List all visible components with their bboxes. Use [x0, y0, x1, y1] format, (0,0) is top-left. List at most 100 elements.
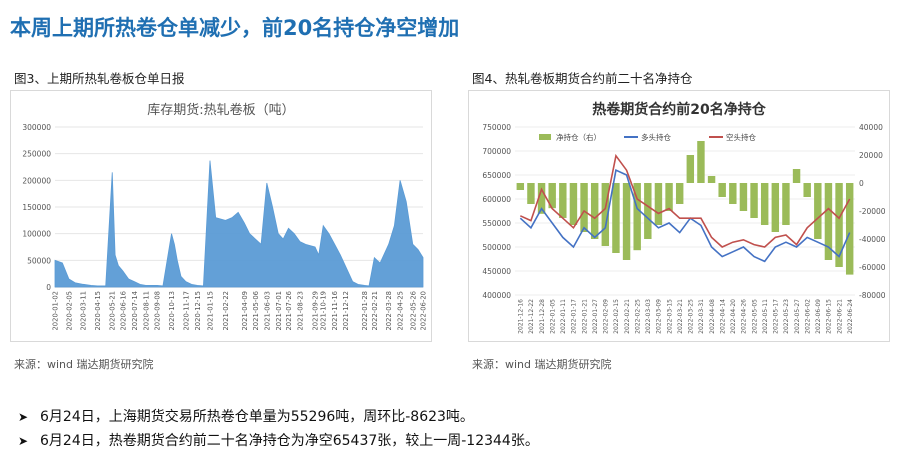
- legend-label: 净持仓（右）: [556, 132, 601, 142]
- y-right-tick-label: 20000: [859, 151, 883, 160]
- y-tick-label: 50000: [27, 256, 51, 265]
- x-tick-label: 2020-11-17: [182, 291, 190, 331]
- y-tick-label: 0: [46, 283, 51, 292]
- x-tick-label: 2022-06-20: [420, 291, 428, 331]
- x-tick-label: 2022-04-26: [741, 299, 748, 334]
- net-position-bar: [845, 183, 854, 275]
- y-right-tick-label: -80000: [859, 291, 886, 300]
- net-position-bar: [771, 183, 780, 232]
- x-tick-label: 2021-04-09: [241, 291, 249, 331]
- net-position-bar: [686, 155, 695, 183]
- x-tick-label: 2022-01-21: [581, 299, 588, 334]
- x-tick-label: 2022-06-24: [847, 299, 854, 334]
- x-tick-label: 2020-08-11: [142, 291, 150, 331]
- x-tick-label: 2020-07-14: [131, 291, 139, 331]
- figure3-chart: 0 50000 100000 150000 200000 250000 300000 2020…: [22, 123, 428, 331]
- figure4-chart: 4000004500005000005500006000006500007000…: [482, 123, 886, 334]
- bullet-item: ➤ 6月24日，上海期货交易所热卷仓单量为55296吨，周环比-8623吨。: [18, 405, 539, 429]
- x-tick-label: 2021-12-16: [518, 299, 525, 334]
- net-position-bar: [612, 183, 620, 253]
- y-left-tick-label: 700000: [482, 147, 511, 156]
- figure4-source: 来源：wind 瑞达期货研究院: [472, 358, 612, 371]
- x-tick-label: 2021-06-03: [263, 291, 271, 331]
- y-left-tick-label: 600000: [482, 195, 511, 204]
- arrow-bullet-icon: ➤: [18, 434, 29, 448]
- x-tick-label: 2022-06-02: [804, 299, 811, 334]
- net-position-bar: [824, 183, 833, 260]
- figure3-caption: 图3、上期所热轧卷板仓单日报: [14, 71, 185, 86]
- short-position-line: [519, 153, 851, 248]
- legend-label: 空头持仓: [726, 132, 756, 142]
- x-tick-label: 2022-03-03: [645, 299, 652, 334]
- x-tick-label: 2022-05-23: [783, 299, 790, 334]
- y-left-tick-label: 400000: [482, 291, 511, 300]
- x-tick-label: 2020-05-21: [109, 291, 117, 331]
- y-left-tick-label: 750000: [482, 123, 511, 132]
- x-tick-label: 2022-02-21: [624, 299, 631, 334]
- x-tick-label: 2021-12-28: [539, 299, 546, 334]
- net-position-bar: [569, 183, 578, 225]
- bullet-item: ➤ 6月24日，热卷期货合约前二十名净持仓为净空65437张，较上一周-1234…: [18, 429, 539, 453]
- slide-title: 本周上期所热卷仓单减少，前20名持仓净空增加: [10, 16, 460, 40]
- y-right-tick-label: -60000: [859, 263, 886, 272]
- figure4-panel: 热卷期货合约前20名净持仓 400000 450000 500000 550000 60…: [468, 90, 890, 342]
- net-position-bar: [760, 183, 769, 225]
- figure4-caption: 图4、热轧卷板期货合约前二十名净持仓: [472, 71, 693, 86]
- net-position-bar: [739, 183, 748, 211]
- x-tick-label: 2022-06-09: [815, 299, 822, 334]
- x-tick-label: 2021-11-16: [331, 291, 339, 331]
- x-tick-label: 2021-10-19: [320, 291, 328, 331]
- bullet-list: ➤ 6月24日，上海期货交易所热卷仓单量为55296吨，周环比-8623吨。 ➤…: [18, 405, 539, 453]
- x-tick-label: 2020-09-08: [154, 291, 162, 331]
- x-tick-label: 2021-05-06: [252, 291, 260, 331]
- x-tick-label: 2022-01-11: [560, 299, 567, 334]
- x-tick-label: 2022-02-15: [613, 299, 620, 334]
- x-tick-label: 2022-05-11: [762, 299, 769, 334]
- x-tick-label: 2020-12-15: [194, 291, 202, 331]
- x-tick-label: 2022-06-21: [836, 299, 843, 334]
- net-position-bar: [622, 183, 631, 260]
- net-position-bar: [675, 183, 684, 204]
- arrow-bullet-icon: ➤: [18, 410, 29, 424]
- y-left-tick-label: 650000: [482, 171, 511, 180]
- net-position-bar: [729, 183, 737, 204]
- x-tick-label: 2021-07-26: [285, 291, 293, 331]
- net-position-bar: [814, 183, 822, 239]
- x-tick-label: 2022-02-21: [371, 291, 379, 331]
- y-left-tick-label: 550000: [482, 219, 511, 228]
- x-tick-label: 2022-03-28: [385, 291, 393, 331]
- y-tick-label: 200000: [22, 176, 51, 185]
- net-position-bar: [750, 183, 758, 218]
- y-left-tick-label: 450000: [482, 267, 511, 276]
- x-tick-label: 2022-05-27: [794, 299, 801, 334]
- net-position-bar: [697, 141, 705, 183]
- x-tick-label: 2021-12-22: [528, 299, 535, 334]
- x-tick-label: 2022-03-15: [666, 299, 673, 334]
- net-position-bar: [718, 183, 726, 197]
- long-position-line: [519, 169, 851, 263]
- x-tick-label: 2021-02-22: [222, 291, 230, 331]
- legend-swatch: [539, 134, 551, 140]
- x-tick-label: 2022-03-09: [656, 299, 663, 334]
- x-tick-label: 2020-10-13: [168, 291, 176, 331]
- x-tick-label: 2020-01-02: [52, 291, 60, 331]
- net-position-bar: [633, 183, 641, 251]
- x-tick-label: 2022-04-20: [730, 299, 737, 334]
- net-position-bar: [559, 183, 567, 218]
- x-tick-label: 2022-01-05: [549, 299, 556, 334]
- x-tick-label: 2022-04-08: [709, 299, 716, 334]
- x-tick-label: 2020-06-16: [119, 291, 127, 331]
- y-tick-label: 300000: [22, 123, 51, 132]
- net-position-bar: [580, 183, 588, 232]
- x-tick-label: 2022-01-27: [592, 299, 599, 334]
- net-position-bar: [548, 183, 556, 209]
- x-tick-label: 2022-05-26: [409, 291, 417, 331]
- x-tick-label: 2021-08-23: [296, 291, 304, 331]
- x-tick-label: 2022-03-31: [698, 299, 705, 334]
- net-position-bar: [527, 183, 535, 204]
- figure3-panel: 库存期货:热轧卷板（吨） 0 50000 100000 150000 200000 250…: [10, 90, 432, 342]
- x-tick-label: 2022-04-25: [397, 291, 405, 331]
- legend-label: 多头持仓: [641, 132, 671, 142]
- x-tick-label: 2021-07-01: [275, 291, 283, 331]
- net-position-bar: [707, 176, 716, 183]
